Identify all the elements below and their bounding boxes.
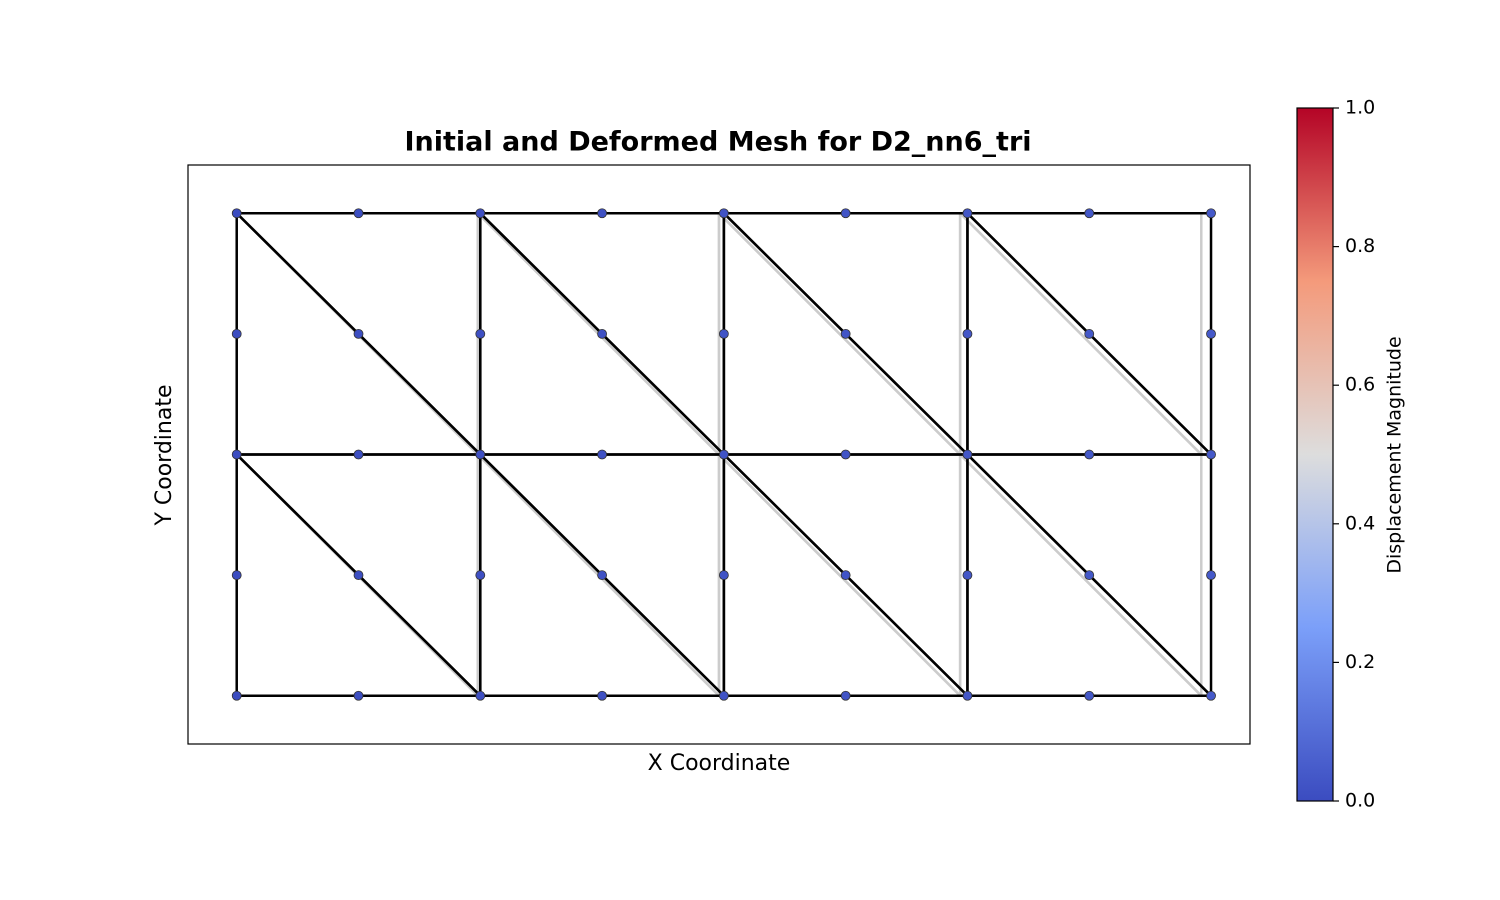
node: [1206, 328, 1216, 339]
axes-frame: [187, 164, 1251, 745]
node: [1206, 570, 1216, 581]
node: [475, 208, 486, 219]
node: [718, 328, 729, 339]
node: [1084, 328, 1095, 339]
node: [718, 690, 729, 701]
colorbar-tick-label: 0.8: [1345, 235, 1375, 257]
node: [353, 328, 364, 339]
node: [597, 449, 607, 460]
node: [353, 570, 364, 581]
initial-element: [958, 453, 1203, 697]
node: [840, 328, 851, 339]
node: [1084, 449, 1095, 460]
node: [597, 690, 607, 701]
colorbar-tick-label: 0.6: [1345, 374, 1375, 396]
node: [840, 570, 851, 581]
node: [231, 570, 242, 581]
node: [475, 570, 486, 581]
node: [962, 328, 973, 339]
node: [475, 690, 486, 701]
node: [475, 328, 486, 339]
node: [353, 449, 364, 460]
node: [1206, 690, 1216, 701]
colorbar-tick-label: 0.4: [1345, 512, 1375, 534]
node: [962, 570, 973, 581]
colorbar-label: Displacement Magnitude: [1384, 336, 1406, 573]
node: [718, 570, 729, 581]
node: [597, 328, 607, 339]
node: [1084, 570, 1095, 581]
node: [597, 208, 607, 219]
x-axis-label: X Coordinate: [648, 751, 791, 776]
node: [1084, 690, 1095, 701]
node: [231, 449, 242, 460]
initial-element: [717, 212, 962, 456]
colorbar: [1296, 107, 1334, 802]
node: [1084, 208, 1095, 219]
node: [840, 449, 851, 460]
colorbar-tick-label: 1.0: [1345, 97, 1375, 119]
initial-element: [717, 453, 962, 697]
chart-title: Initial and Deformed Mesh for D2_nn6_tri: [404, 127, 1031, 158]
node: [840, 690, 851, 701]
y-axis-label: Y Coordinate: [152, 384, 177, 526]
plot-area: [231, 208, 1216, 701]
node: [718, 208, 729, 219]
node: [231, 208, 242, 219]
node: [962, 449, 973, 460]
colorbar-tick-label: 0.2: [1345, 651, 1375, 673]
node: [1206, 208, 1216, 219]
node: [840, 208, 851, 219]
node: [353, 208, 364, 219]
node: [231, 690, 242, 701]
node: [231, 328, 242, 339]
node: [353, 690, 364, 701]
initial-element: [958, 212, 1203, 456]
node: [597, 570, 607, 581]
node: [962, 208, 973, 219]
node: [962, 690, 973, 701]
node: [718, 449, 729, 460]
node: [1206, 449, 1216, 460]
node: [475, 449, 486, 460]
colorbar-tick-label: 0.0: [1345, 790, 1375, 812]
